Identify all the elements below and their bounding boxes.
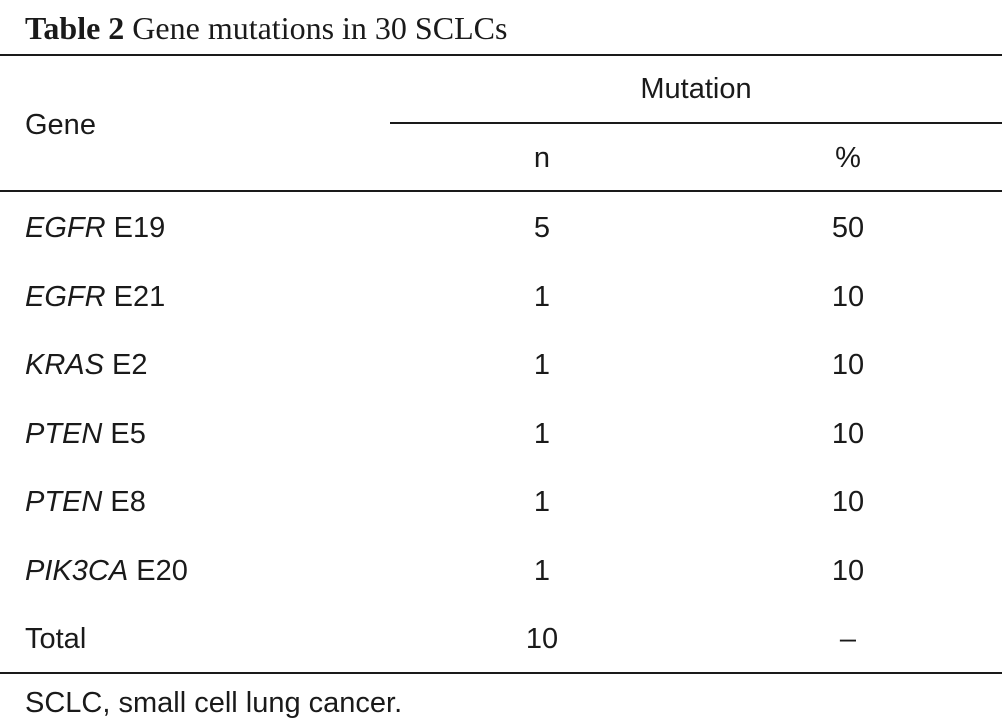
gene-cell: PTEN E8 — [25, 484, 146, 520]
header-rule — [0, 190, 1002, 192]
gene-symbol: PTEN — [25, 418, 103, 450]
percent-cell: 10 — [831, 418, 865, 450]
gene-exon: E21 — [113, 281, 166, 313]
table-label: Table 2 — [25, 10, 125, 46]
gene-cell: EGFR E19 — [25, 210, 165, 246]
table-footnote: SCLC, small cell lung cancer. — [25, 687, 403, 719]
gene-symbol: EGFR — [25, 212, 106, 244]
gene-exon: E2 — [112, 349, 148, 381]
gene-cell: PIK3CA E20 — [25, 553, 188, 589]
gene-symbol: PTEN — [25, 486, 103, 518]
n-cell: 1 — [533, 486, 551, 518]
mutation-subrule — [390, 122, 1002, 124]
gene-exon: E19 — [113, 212, 166, 244]
gene-symbol: KRAS — [25, 349, 104, 381]
gene-cell: PTEN E5 — [25, 416, 146, 452]
header-percent: % — [835, 142, 861, 174]
bottom-rule — [0, 672, 1002, 674]
top-rule — [0, 54, 1002, 56]
gene-exon: E20 — [136, 555, 188, 587]
header-n: n — [533, 142, 551, 174]
n-cell: 1 — [533, 555, 551, 587]
header-gene: Gene — [25, 109, 96, 141]
n-cell: 1 — [533, 418, 551, 450]
percent-cell: 10 — [831, 486, 865, 518]
gene-exon: E8 — [110, 486, 146, 518]
gene-cell: KRAS E2 — [25, 347, 148, 383]
gene-exon: E5 — [110, 418, 146, 450]
n-cell: 1 — [533, 349, 551, 381]
table-title: Gene mutations in 30 SCLCs — [132, 10, 508, 46]
percent-cell: 10 — [831, 349, 865, 381]
total-n: 10 — [525, 623, 559, 655]
percent-cell: 50 — [831, 212, 865, 244]
n-cell: 5 — [533, 212, 551, 244]
gene-cell: EGFR E21 — [25, 279, 165, 315]
percent-cell: 10 — [831, 555, 865, 587]
n-cell: 1 — [533, 281, 551, 313]
total-label: Total — [25, 623, 87, 655]
gene-symbol: PIK3CA — [25, 555, 129, 587]
gene-symbol: EGFR — [25, 281, 106, 313]
header-mutation: Mutation — [640, 73, 752, 105]
total-percent: – — [839, 623, 857, 655]
table-caption: Table 2 Gene mutations in 30 SCLCs — [25, 8, 507, 48]
percent-cell: 10 — [831, 281, 865, 313]
